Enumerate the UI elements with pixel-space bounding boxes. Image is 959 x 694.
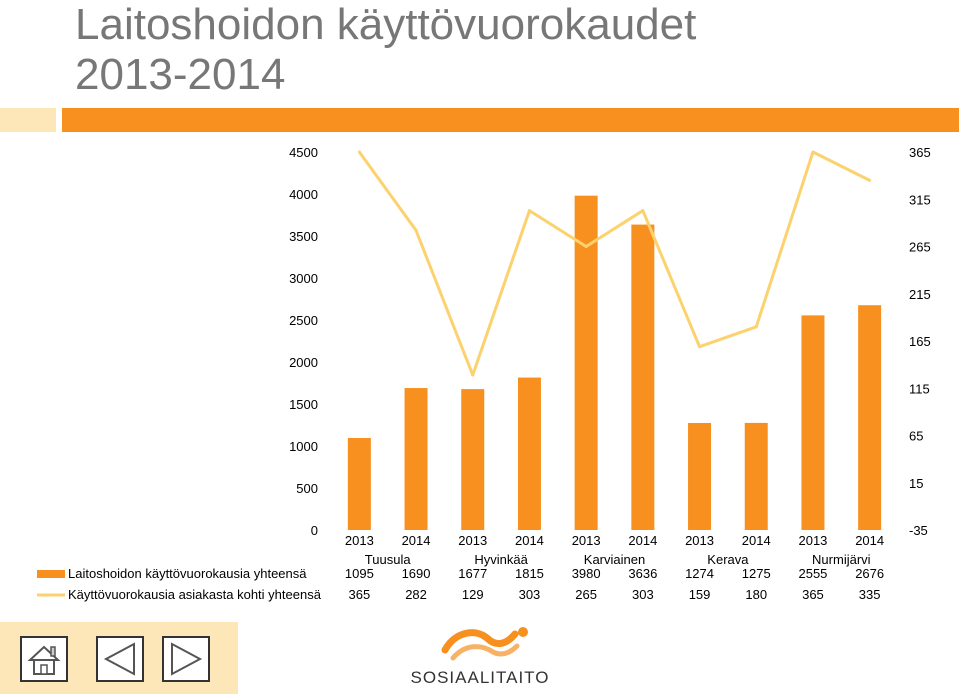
left-axis-tick-label: 0 bbox=[311, 523, 318, 538]
line-point-6 bbox=[698, 345, 702, 349]
data-table-value: 3980 bbox=[572, 566, 601, 581]
group-label: Hyvinkää bbox=[474, 552, 528, 567]
right-axis-tick-label: 315 bbox=[909, 192, 931, 207]
line-point-7 bbox=[754, 325, 758, 329]
line-point-8 bbox=[811, 150, 815, 154]
year-label: 2013 bbox=[458, 533, 487, 548]
left-axis-tick-label: 4000 bbox=[289, 187, 318, 202]
title-line-1: Laitoshoidon käyttövuorokaudet bbox=[75, 0, 697, 49]
arrow-right-icon bbox=[171, 642, 203, 676]
group-label: Nurmijärvi bbox=[812, 552, 871, 567]
data-table-value: 129 bbox=[462, 587, 484, 602]
left-axis-tick-label: 2500 bbox=[289, 313, 318, 328]
line-point-4 bbox=[584, 245, 588, 248]
data-table-value: 1690 bbox=[402, 566, 431, 581]
bar-2 bbox=[461, 389, 485, 530]
previous-slide-button[interactable] bbox=[96, 636, 144, 682]
next-slide-button[interactable] bbox=[162, 636, 210, 682]
right-axis-tick-label: -35 bbox=[909, 523, 928, 538]
bar-3 bbox=[517, 377, 541, 530]
line-point-9 bbox=[868, 178, 872, 182]
right-axis-tick-label: 365 bbox=[909, 145, 931, 160]
right-axis-tick-label: 265 bbox=[909, 240, 931, 255]
title-accent-bar-small bbox=[0, 108, 56, 132]
title-line-2: 2013-2014 bbox=[75, 50, 286, 99]
left-axis-tick-label: 3500 bbox=[289, 229, 318, 244]
line-point-2 bbox=[471, 373, 475, 377]
group-label: Karviainen bbox=[584, 552, 645, 567]
year-label: 2013 bbox=[798, 533, 827, 548]
bar-6 bbox=[688, 422, 712, 530]
right-axis-tick-label: 215 bbox=[909, 287, 931, 302]
bar-4 bbox=[574, 195, 598, 530]
logo: SOSIAALITAITO bbox=[405, 620, 555, 694]
arrow-left-icon bbox=[103, 642, 135, 676]
data-table-value: 303 bbox=[632, 587, 654, 602]
logo-mark-icon bbox=[441, 627, 528, 661]
year-label: 2014 bbox=[402, 533, 431, 548]
bar-5 bbox=[631, 224, 655, 530]
bar-0 bbox=[347, 438, 371, 530]
data-table-value: 1677 bbox=[458, 566, 487, 581]
data-table-value: 265 bbox=[575, 587, 597, 602]
year-label: 2014 bbox=[855, 533, 884, 548]
right-axis-tick-label: 165 bbox=[909, 334, 931, 349]
data-table-value: 365 bbox=[348, 587, 370, 602]
line-series bbox=[358, 150, 871, 377]
bar-1 bbox=[404, 388, 428, 530]
data-table-value: 180 bbox=[745, 587, 767, 602]
data-table-value: 365 bbox=[802, 587, 824, 602]
data-table-value: 3636 bbox=[628, 566, 657, 581]
right-axis-tick-label: 115 bbox=[909, 381, 930, 396]
data-table-value: 2555 bbox=[798, 566, 827, 581]
left-axis-tick-label: 4500 bbox=[289, 145, 318, 160]
left-axis-tick-label: 500 bbox=[296, 481, 318, 496]
legend-label: Käyttövuorokausia asiakasta kohti yhteen… bbox=[68, 587, 322, 602]
left-axis-tick-label: 3000 bbox=[289, 271, 318, 286]
line-point-1 bbox=[414, 228, 418, 232]
year-label: 2014 bbox=[742, 533, 771, 548]
year-label: 2013 bbox=[345, 533, 374, 548]
year-label: 2014 bbox=[515, 533, 544, 548]
bar-7 bbox=[744, 422, 768, 530]
data-table-value: 1274 bbox=[685, 566, 714, 581]
data-table-value: 282 bbox=[405, 587, 427, 602]
data-table-value: 1275 bbox=[742, 566, 771, 581]
line-point-3 bbox=[527, 209, 531, 213]
year-label: 2014 bbox=[628, 533, 657, 548]
data-table-value: 159 bbox=[689, 587, 711, 602]
left-axis-tick-label: 2000 bbox=[289, 355, 318, 370]
year-label: 2013 bbox=[685, 533, 714, 548]
right-axis-tick-label: 65 bbox=[909, 429, 923, 444]
year-label: 2013 bbox=[572, 533, 601, 548]
bar-9 bbox=[858, 305, 882, 530]
data-table-value: 335 bbox=[859, 587, 881, 602]
chart: 0 500 1000 1500 2000 2500 3000 3500 4000 4500 -35 1… bbox=[37, 145, 931, 602]
data-table-value: 303 bbox=[519, 587, 541, 602]
page-title: Laitoshoidon käyttövuorokaudet 2013-2014 bbox=[75, 0, 696, 100]
left-axis-tick-label: 1000 bbox=[289, 439, 318, 454]
data-table-value: 1815 bbox=[515, 566, 544, 581]
home-icon bbox=[27, 645, 61, 675]
left-axis-tick-label: 1500 bbox=[289, 397, 318, 412]
data-table-value: 2676 bbox=[855, 566, 884, 581]
group-label: Kerava bbox=[707, 552, 749, 567]
group-label: Tuusula bbox=[365, 552, 412, 567]
line-point-5 bbox=[641, 209, 645, 213]
bar-8 bbox=[801, 315, 825, 530]
line-point-0 bbox=[357, 150, 361, 154]
legend-swatch-bar bbox=[37, 570, 65, 578]
home-button[interactable] bbox=[20, 636, 68, 682]
data-table-value: 1095 bbox=[345, 566, 374, 581]
legend-label: Laitoshoidon käyttövuorokausia yhteensä bbox=[68, 566, 307, 581]
right-axis-tick-label: 15 bbox=[909, 476, 923, 491]
title-accent-bar bbox=[62, 108, 959, 132]
logo-text: SOSIAALITAITO bbox=[410, 668, 550, 687]
